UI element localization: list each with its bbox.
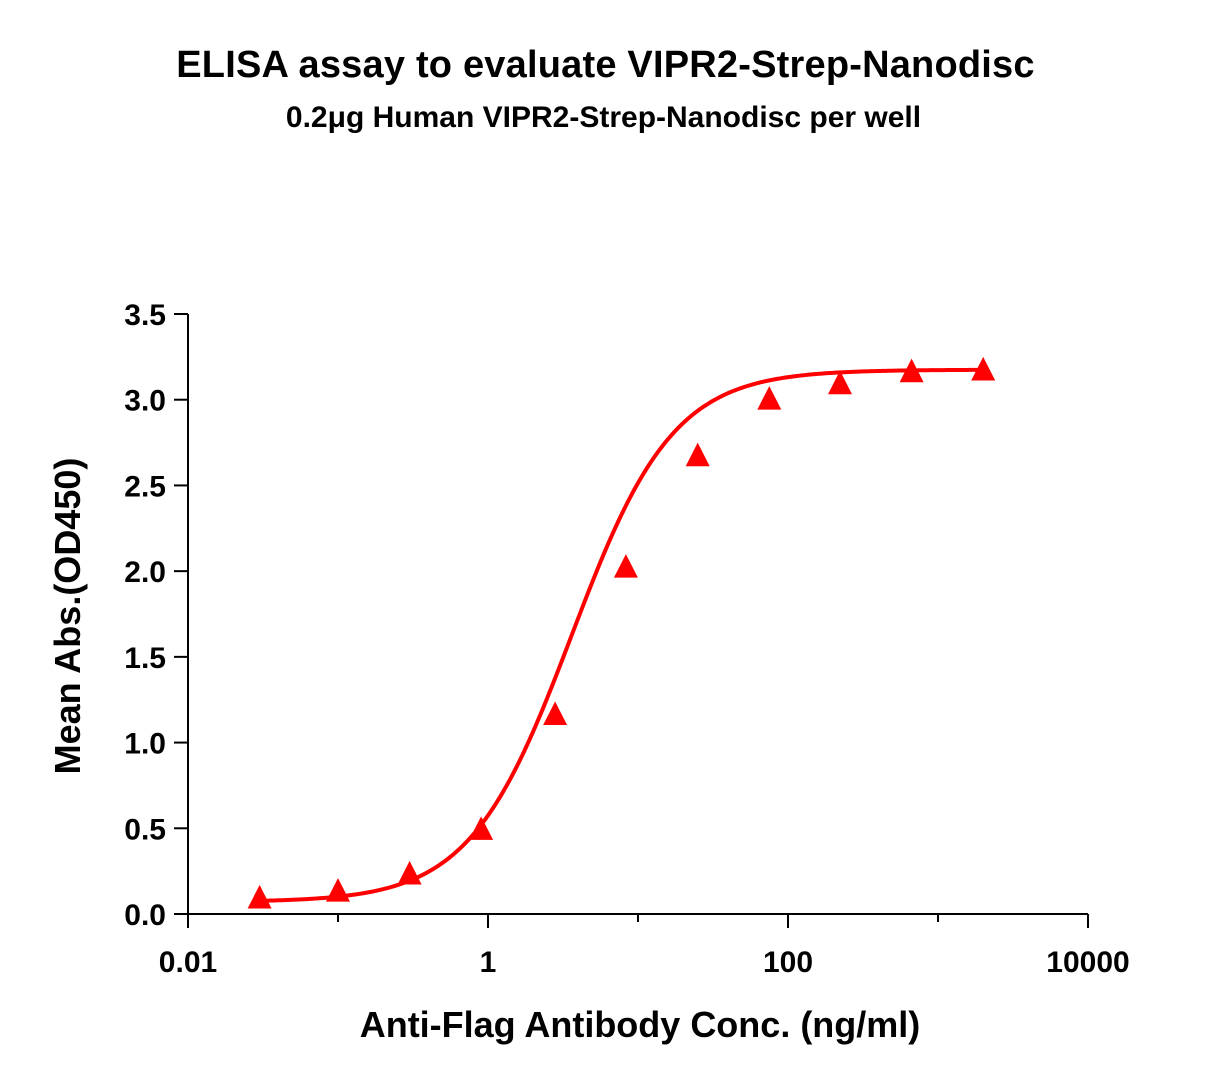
y-tick-label: 1.5 xyxy=(124,642,166,675)
axes: 0.0 0.5 1.0 1.5 2.0 2.5 3.0 3.5 0.01 1 100 10000 xyxy=(124,299,1129,979)
data-point-triangle xyxy=(397,860,422,885)
data-point-triangle xyxy=(543,701,568,725)
data-points-layer xyxy=(247,356,996,909)
y-tick-label: 1.0 xyxy=(124,728,166,761)
chart-title: ELISA assay to evaluate VIPR2-Strep-Nano… xyxy=(176,44,1035,86)
data-point-triangle xyxy=(971,356,996,381)
x-tick-label: 100 xyxy=(763,946,813,979)
y-tick-label: 2.0 xyxy=(124,556,166,589)
fit-curve xyxy=(259,367,984,903)
x-tick-label: 1 xyxy=(480,946,497,979)
data-point-triangle xyxy=(899,358,924,383)
y-tick-label: 3.0 xyxy=(124,385,166,418)
data-point-triangle xyxy=(685,442,710,467)
y-tick-label: 3.5 xyxy=(124,299,166,332)
y-tick-label: 0.5 xyxy=(124,813,166,846)
y-axis-title: Mean Abs.(OD450) xyxy=(47,458,88,775)
data-point-triangle xyxy=(247,884,272,909)
data-point-triangle xyxy=(326,878,350,902)
chart-subtitle: 0.2μg Human VIPR2-Strep-Nanodisc per wel… xyxy=(285,101,922,134)
data-point-triangle xyxy=(469,816,494,840)
x-tick-label: 10000 xyxy=(1046,946,1129,979)
data-point-triangle xyxy=(613,554,638,578)
fit-curve-layer xyxy=(259,367,984,903)
y-tick-label: 0.0 xyxy=(124,899,166,932)
y-tick-label: 2.5 xyxy=(124,470,166,503)
x-axis-title: Anti-Flag Antibody Conc. (ng/ml) xyxy=(360,1004,921,1045)
data-point-triangle xyxy=(828,370,852,395)
x-tick-label: 0.01 xyxy=(159,946,217,979)
data-point-triangle xyxy=(757,386,782,410)
